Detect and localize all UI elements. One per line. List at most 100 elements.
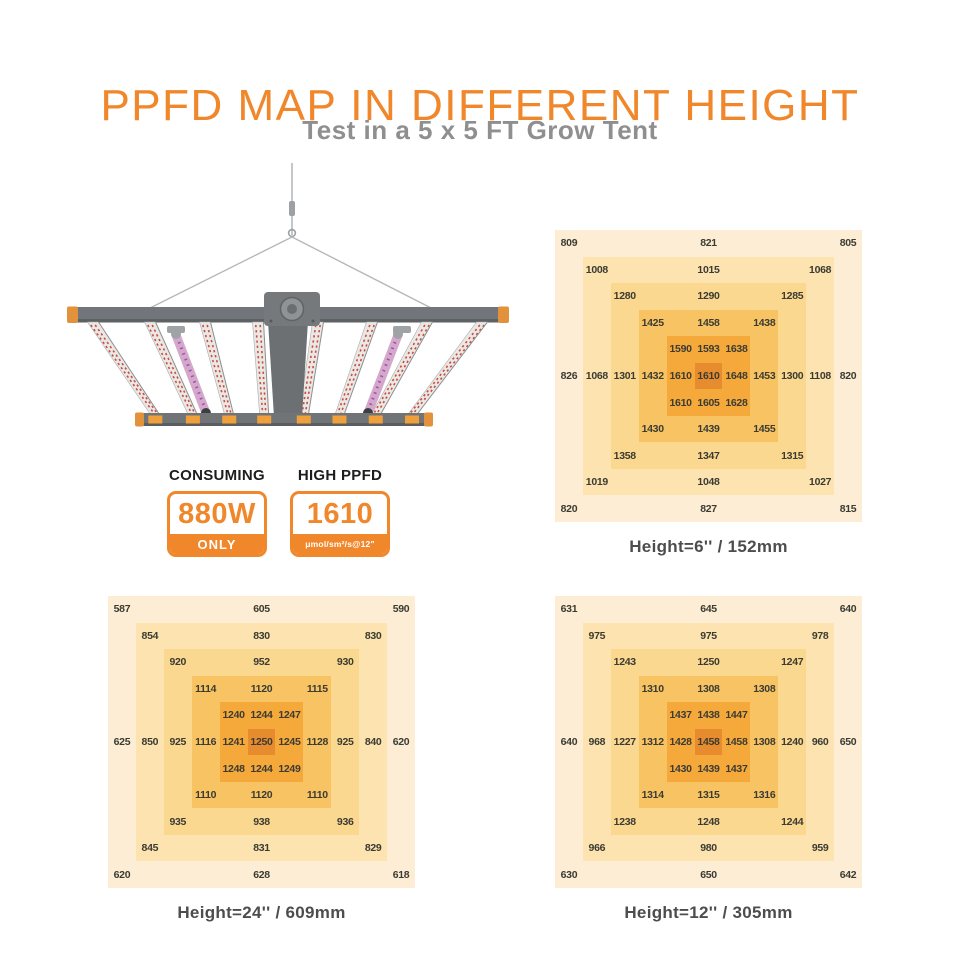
ppfd-cell-value: 854	[141, 629, 159, 642]
ppfd-cell-value: 1314	[641, 789, 664, 802]
ppfd-cell-value: 1285	[781, 290, 804, 303]
ppfd-cell-value: 821	[700, 237, 717, 250]
ppfd-cell-value: 605	[253, 603, 270, 616]
ppfd-cell-value: 1432	[641, 370, 664, 382]
ppfd-value: 1610	[306, 497, 374, 530]
ppfd-cell-value: 1458	[697, 736, 720, 748]
map-caption-12in: Height=12'' / 305mm	[624, 903, 793, 922]
ppfd-cell-value: 625	[113, 736, 131, 748]
page-subtitle: Test in a 5 x 5 FT Grow Tent	[302, 115, 658, 145]
ppfd-cell-value: 1241	[222, 736, 245, 748]
ppfd-cell-value: 1247	[278, 709, 301, 722]
ppfd-cell-value: 938	[253, 815, 270, 828]
ppfd-cell-value: 960	[811, 736, 829, 748]
ppfd-cell-value: 1128	[306, 736, 329, 748]
ppfd-cell-value: 1116	[195, 736, 217, 748]
ppfd-cell-value: 1605	[697, 396, 720, 409]
ppfd-cell-value: 1648	[725, 370, 748, 382]
ppfd-cell-value: 1425	[641, 316, 664, 329]
front-rail	[135, 412, 433, 427]
ppfd-cell-value: 1227	[613, 736, 636, 748]
ppfd-cell-value: 650	[700, 868, 717, 881]
ppfd-cell-value: 1638	[725, 343, 748, 356]
ppfd-cell-value: 1590	[669, 343, 692, 356]
ppfd-cell-value: 935	[169, 815, 187, 828]
ppfd-cell-value: 1437	[725, 762, 748, 775]
ppfd-cell-value: 1245	[278, 736, 301, 748]
ppfd-cell-value: 1244	[250, 762, 273, 775]
ppfd-cell-value: 1428	[669, 736, 692, 748]
ppfd-cell-value: 1308	[697, 682, 720, 695]
ppfd-cell-value: 826	[560, 370, 578, 382]
ppfd-cell-value: 1308	[753, 682, 776, 695]
heat-center-cell	[247, 728, 276, 756]
ppfd-cell-value: 1248	[222, 762, 245, 775]
ppfd-cell-value: 1439	[697, 762, 720, 775]
ppfd-cell-value: 820	[560, 502, 578, 515]
ppfd-cell-value: 980	[700, 842, 717, 855]
ppfd-cell-value: 1290	[697, 290, 720, 303]
ppfd-cell-value: 620	[113, 868, 131, 881]
wattage-unit: ONLY	[170, 534, 264, 554]
ppfd-heatmap-grid: 809 821 805 1008 1015 1068 1280 1290 1285 1425 145…	[555, 230, 862, 522]
ppfd-heatmap-grid: 587 605 590 854 830 830 920 952 930 1114 1120 1115 1…	[108, 596, 415, 888]
ppfd-cell-value: 1455	[753, 423, 776, 436]
ppfd-cell-value: 1249	[278, 762, 301, 775]
ppfd-cell-value: 975	[700, 629, 717, 642]
wattage-badge: 880W ONLY	[167, 491, 267, 557]
heat-center-cell	[694, 728, 723, 756]
ppfd-cell-value: 1628	[725, 396, 748, 409]
ppfd-cell-value: 966	[588, 842, 606, 855]
ppfd-cell-value: 1312	[641, 736, 664, 748]
ppfd-cell-value: 1019	[585, 476, 608, 489]
ppfd-cell-value: 1347	[697, 449, 720, 462]
ppfd-cell-value: 1110	[195, 789, 217, 802]
ppfd-heatmap-grid: 631 645 640 975 975 978 1243 1250 1247 1310 1308 13…	[555, 596, 862, 888]
ppfd-cell-value: 1015	[697, 263, 720, 276]
ppfd-cell-value: 930	[336, 656, 354, 669]
ppfd-cell-value: 1250	[697, 656, 720, 669]
ppfd-cell-value: 920	[169, 656, 187, 669]
map-caption-24in: Height=24'' / 609mm	[177, 903, 346, 922]
ppfd-cell-value: 1316	[753, 789, 776, 802]
grow-light-illustration	[67, 163, 509, 427]
ppfd-cell-value: 1120	[250, 789, 273, 802]
ppfd-cell-value: 840	[364, 736, 382, 748]
ppfd-cell-value: 1430	[669, 762, 692, 775]
ppfd-cell-value: 975	[588, 629, 606, 642]
ppfd-cell-value: 1430	[641, 423, 664, 436]
ppfd-cell-value: 1458	[697, 316, 720, 329]
ppfd-cell-value: 1027	[809, 476, 832, 489]
ppfd-cell-value: 805	[839, 237, 857, 250]
ppfd-cell-value: 642	[839, 868, 857, 881]
ppfd-cell-value: 845	[141, 842, 159, 855]
suspension-wires	[147, 236, 438, 312]
high-ppfd-label: HIGH PPFD	[297, 467, 383, 484]
ppfd-map-height-24in: 587 605 590 854 830 830 920 952 930 1114 1120 1115 1…	[108, 596, 415, 923]
ppfd-cell-value: 1310	[641, 682, 664, 695]
ppfd-cell-value: 1248	[697, 815, 720, 828]
ppfd-cell-value: 1238	[613, 815, 636, 828]
ppfd-cell-value: 590	[392, 603, 410, 616]
ppfd-cell-value: 1453	[753, 370, 776, 382]
ppfd-cell-value: 587	[113, 603, 131, 616]
ppfd-cell-value: 1068	[585, 370, 608, 382]
ppfd-cell-value: 1240	[222, 709, 245, 722]
ppfd-cell-value: 1300	[781, 370, 804, 382]
ppfd-cell-value: 815	[839, 502, 857, 515]
led-bars	[86, 321, 489, 416]
ppfd-cell-value: 1358	[613, 449, 636, 462]
ppfd-cell-value: 959	[811, 842, 829, 855]
ppfd-cell-value: 618	[392, 868, 410, 881]
ppfd-cell-value: 850	[141, 736, 159, 748]
ppfd-cell-value: 820	[839, 370, 857, 382]
ppfd-cell-value: 809	[560, 237, 578, 250]
ppfd-cell-value: 925	[336, 736, 354, 748]
ppfd-cell-value: 1301	[613, 370, 636, 382]
ppfd-cell-value: 630	[560, 868, 578, 881]
ppfd-cell-value: 650	[839, 736, 857, 748]
ppfd-cell-value: 645	[700, 603, 717, 616]
ppfd-cell-value: 1110	[306, 789, 328, 802]
ppfd-cell-value: 936	[336, 815, 354, 828]
ppfd-cell-value: 1593	[697, 343, 720, 356]
